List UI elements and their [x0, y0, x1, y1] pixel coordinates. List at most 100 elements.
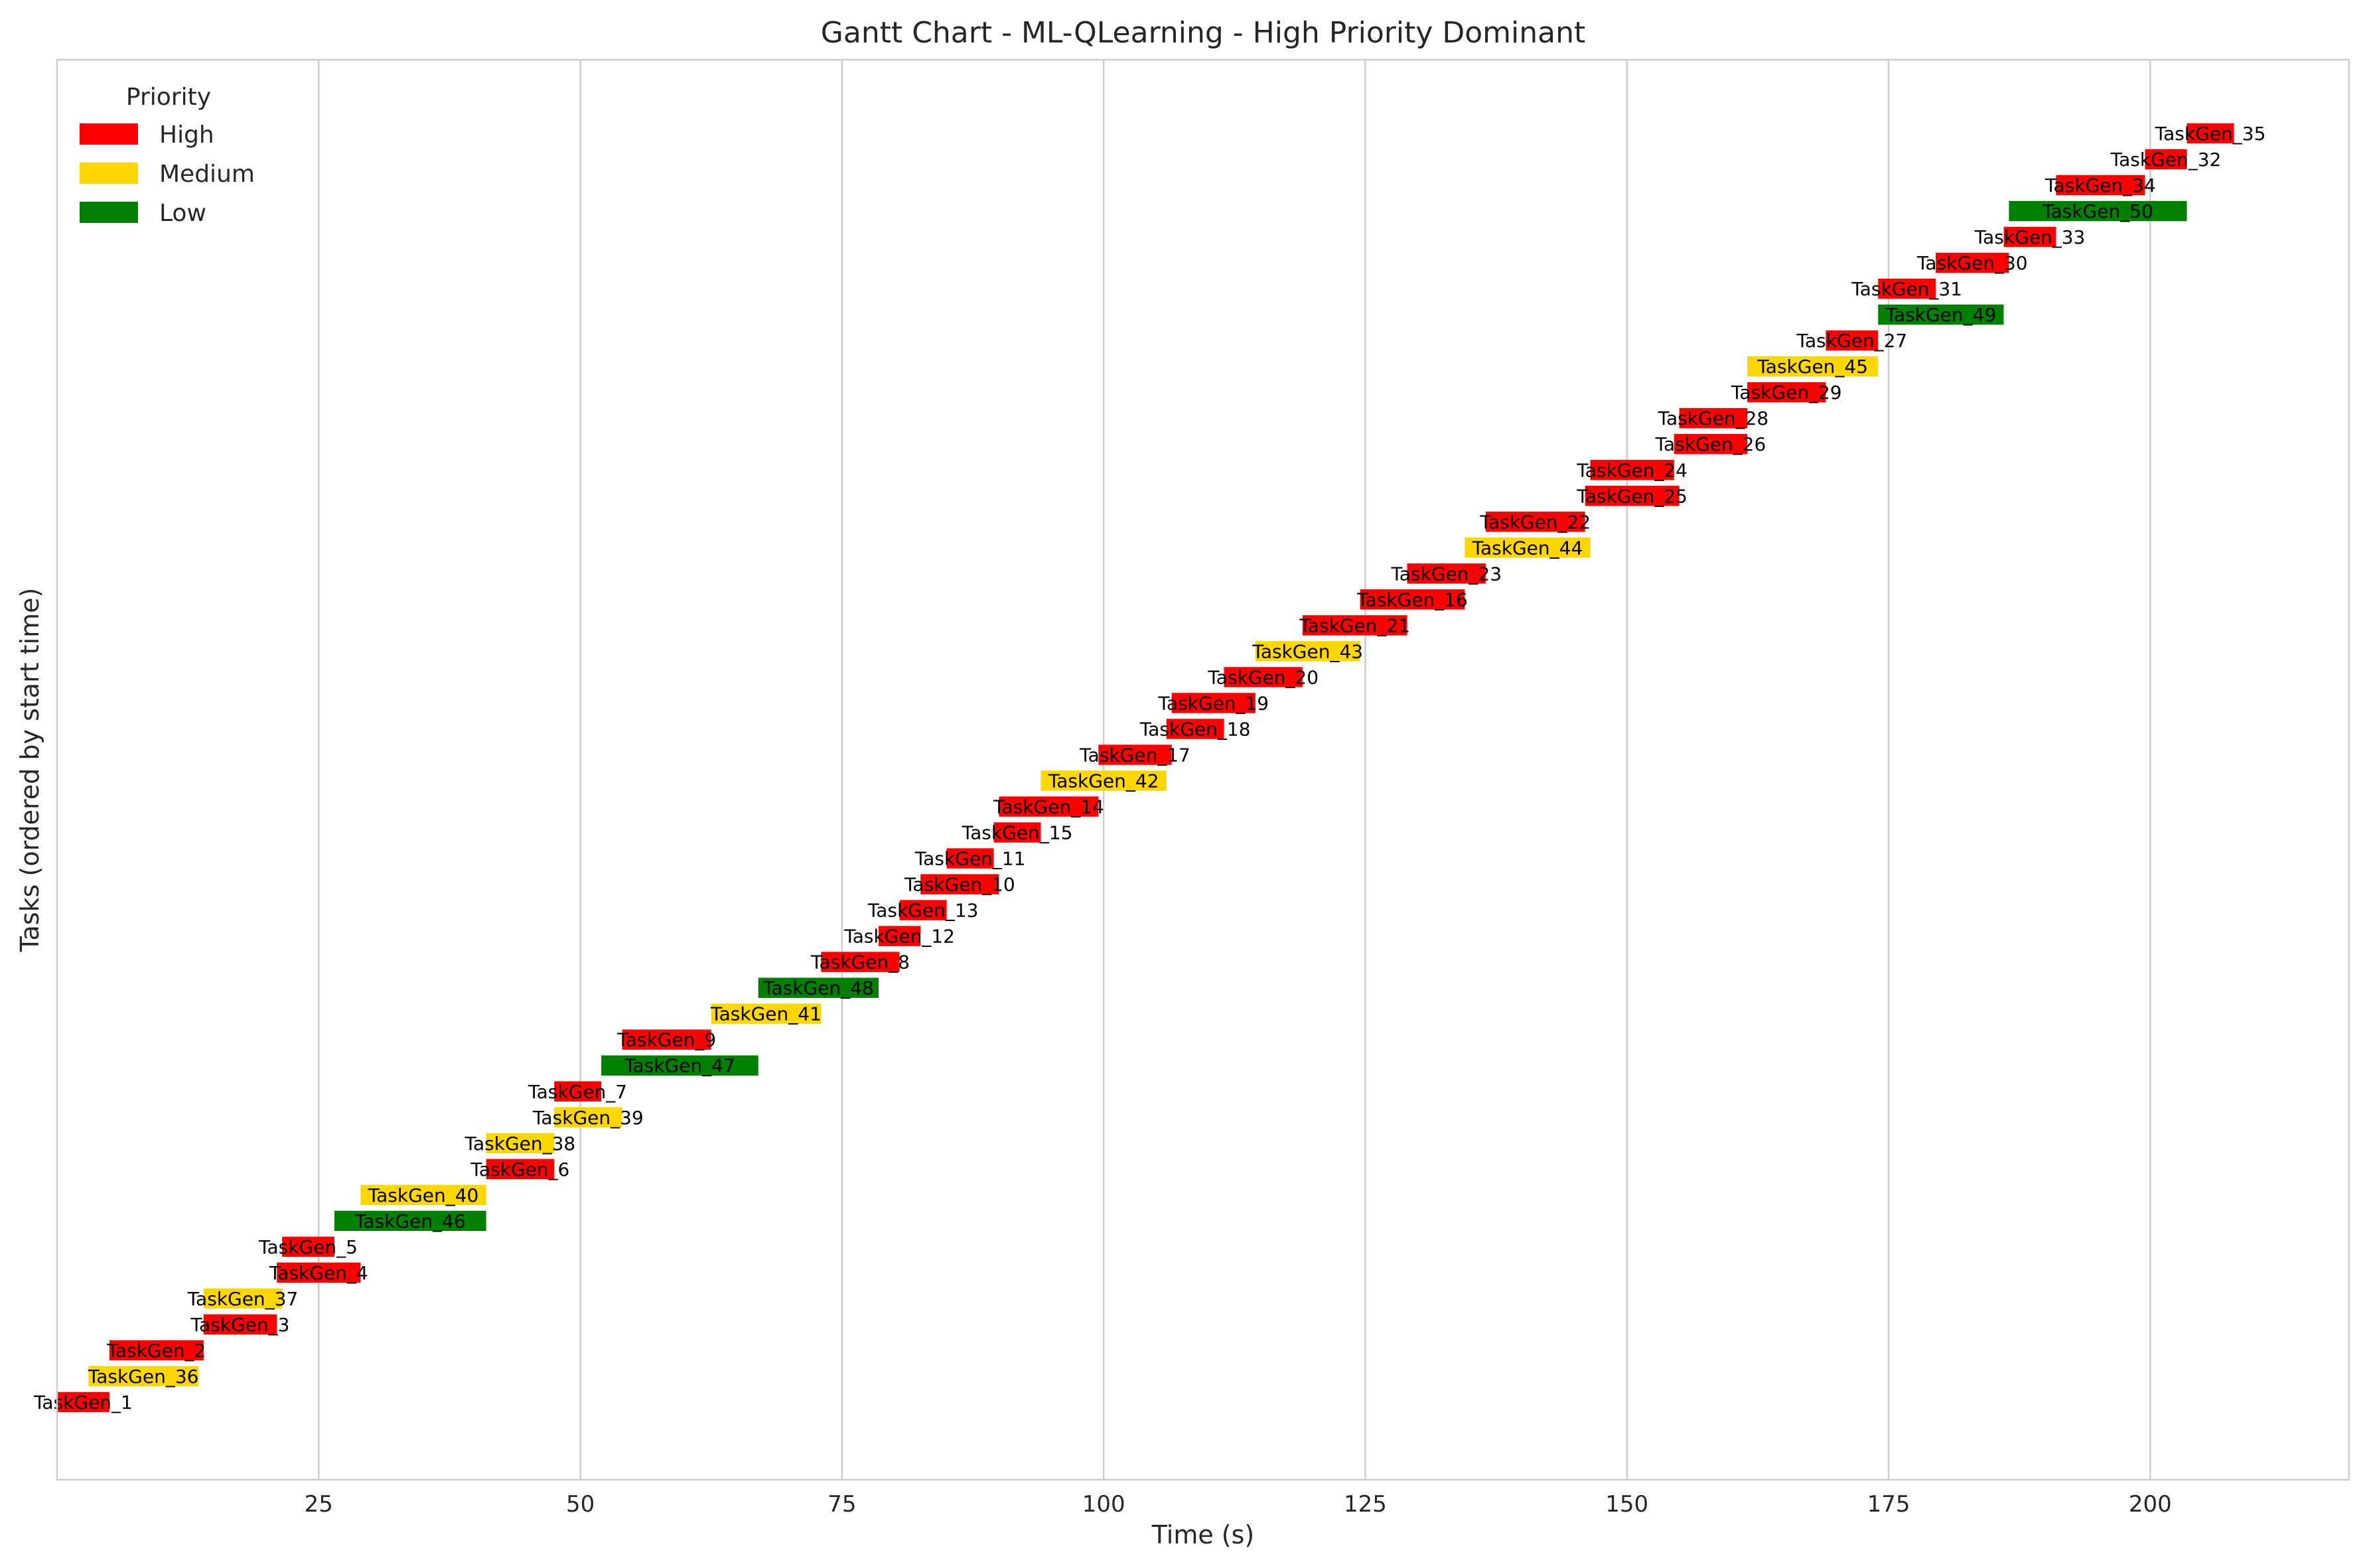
- task-label: TaskGen_50: [2042, 200, 2153, 222]
- task-label: TaskGen_9: [616, 1029, 716, 1051]
- task-bar: [1040, 770, 1167, 791]
- task-label: TaskGen_7: [528, 1081, 627, 1103]
- task-label: TaskGen_18: [1139, 718, 1251, 740]
- task-label: TaskGen_38: [465, 1133, 576, 1155]
- task-bar: [993, 822, 1041, 843]
- task-bar: [1166, 719, 1224, 739]
- task-label: TaskGen_15: [962, 822, 1073, 844]
- task-bar: [1360, 589, 1465, 610]
- task-bar: [821, 952, 900, 972]
- task-label: TaskGen_47: [624, 1055, 735, 1077]
- x-tick-label: 25: [305, 1491, 333, 1518]
- task-bar: [554, 1107, 622, 1127]
- x-tick-label: 100: [1082, 1491, 1125, 1518]
- legend-label: Low: [159, 200, 206, 227]
- task-bar: [1674, 434, 1748, 455]
- x-tick-label: 200: [2129, 1491, 2172, 1518]
- task-label: TaskGen_19: [1157, 692, 1269, 714]
- plot-frame: [56, 58, 2350, 1481]
- task-label: TaskGen_21: [1299, 614, 1410, 636]
- task-bar: [554, 1081, 602, 1102]
- legend-swatch: [80, 123, 138, 145]
- task-label: TaskGen_11: [914, 848, 1026, 870]
- legend-swatch: [80, 202, 138, 223]
- task-bar: [2145, 149, 2187, 170]
- task-label: TaskGen_8: [810, 952, 910, 973]
- task-label: TaskGen_29: [1731, 382, 1842, 403]
- task-bar: [1878, 304, 2004, 325]
- task-label: TaskGen_35: [2155, 123, 2266, 145]
- task-label: TaskGen_28: [1658, 407, 1769, 429]
- task-bar: [1171, 693, 1255, 713]
- task-bar: [2009, 200, 2187, 222]
- task-label: TaskGen_6: [470, 1159, 569, 1180]
- x-tick-label: 175: [1867, 1491, 1910, 1518]
- task-label: TaskGen_4: [269, 1262, 368, 1284]
- legend: Priority High Medium Low: [80, 84, 255, 227]
- task-bar: [486, 1133, 555, 1154]
- task-label: TaskGen_17: [1079, 744, 1190, 766]
- task-bar: [920, 874, 999, 894]
- task-bar: [601, 1055, 758, 1076]
- task-label: TaskGen_41: [710, 1003, 822, 1025]
- task-bar: [2187, 123, 2234, 144]
- task-bar: [1590, 460, 1674, 480]
- legend-label: Medium: [159, 161, 255, 188]
- y-axis-label: Tasks (ordered by start time): [15, 588, 44, 953]
- task-bar: [1936, 252, 2009, 273]
- task-label: TaskGen_16: [1356, 589, 1468, 610]
- task-bar: [1878, 278, 1936, 299]
- task-bar: [1747, 382, 1826, 403]
- task-bar: [1485, 512, 1585, 532]
- task-bar: [899, 900, 947, 920]
- task-label: TaskGen_1: [33, 1391, 133, 1413]
- task-label: TaskGen_44: [1472, 537, 1583, 559]
- legend-title: Priority: [126, 84, 211, 111]
- task-label: TaskGen_3: [190, 1314, 290, 1336]
- task-bar: [946, 848, 994, 869]
- chart-title: Gantt Chart - ML-QLearning - High Priori…: [821, 16, 1585, 50]
- task-label: TaskGen_22: [1479, 511, 1591, 533]
- x-tick-label: 75: [827, 1491, 856, 1518]
- task-label: TaskGen_34: [2044, 175, 2156, 196]
- task-label: TaskGen_39: [532, 1107, 644, 1129]
- x-tick-label: 150: [1605, 1491, 1648, 1518]
- task-bar: [486, 1159, 555, 1180]
- legend-swatch: [80, 163, 138, 184]
- task-label: TaskGen_20: [1207, 666, 1319, 688]
- task-bar: [1302, 615, 1407, 636]
- x-tick-label: 50: [566, 1491, 595, 1518]
- task-label: TaskGen_14: [993, 796, 1104, 818]
- task-bar: [1255, 641, 1360, 662]
- task-label: TaskGen_26: [1655, 433, 1766, 455]
- task-label: TaskGen_33: [1974, 226, 2086, 248]
- x-axis-label: Time (s): [1151, 1520, 1255, 1549]
- task-label: TaskGen_48: [762, 977, 874, 999]
- task-label: TaskGen_25: [1576, 485, 1687, 507]
- task-bar: [1826, 330, 1879, 351]
- task-label: TaskGen_23: [1390, 563, 1502, 585]
- task-bar: [1407, 563, 1486, 584]
- task-label: TaskGen_5: [258, 1236, 358, 1258]
- task-bar: [277, 1262, 361, 1283]
- x-tick-label: 125: [1344, 1491, 1387, 1518]
- task-label: TaskGen_43: [1252, 640, 1363, 662]
- task-bar: [203, 1288, 283, 1309]
- task-bar: [622, 1029, 711, 1050]
- task-label: TaskGen_24: [1576, 459, 1687, 481]
- x-axis-ticks: 25 50 75 100 125 150 175 200: [305, 1491, 2172, 1518]
- task-label: TaskGen_2: [106, 1340, 206, 1362]
- task-bar: [2003, 226, 2056, 248]
- task-labels: TaskGen_1 TaskGen_36 TaskGen_2 TaskGen_3 Tas…: [33, 123, 2265, 1413]
- task-label: TaskGen_45: [1757, 356, 1868, 378]
- task-label: TaskGen_40: [368, 1184, 479, 1206]
- task-label: TaskGen_46: [354, 1210, 466, 1232]
- task-label: TaskGen_32: [2110, 149, 2222, 171]
- task-bar: [999, 796, 1099, 817]
- task-label: TaskGen_13: [867, 900, 979, 922]
- task-label: TaskGen_12: [843, 926, 955, 948]
- task-label: TaskGen_31: [1851, 278, 1962, 300]
- task-label: TaskGen_49: [1885, 304, 1997, 326]
- task-bar: [1679, 408, 1748, 429]
